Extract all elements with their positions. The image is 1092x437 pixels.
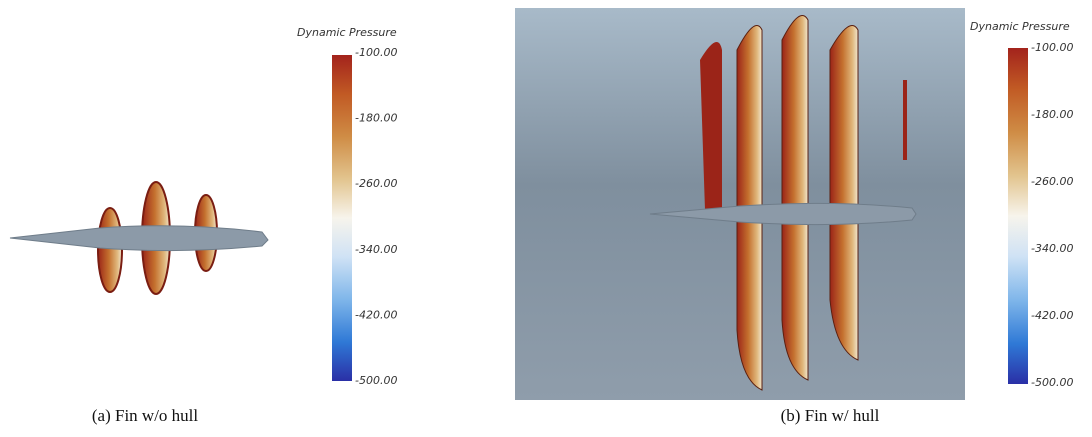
figure: Dynamic Pressure (a) Fin w/o hull Dynami… [0,0,1092,437]
colorbar-tick-label: -500.00 [355,374,397,387]
panel-a-image [10,182,268,294]
colorbar-tick-label: -100.00 [355,46,397,59]
colorbar-title: Dynamic Pressure [970,20,1070,33]
colorbar [332,55,352,381]
colorbar-tick-label: -180.00 [1031,108,1073,121]
caption: (b) Fin w/ hull [781,406,880,425]
colorbar-tick-label: -500.00 [1031,376,1073,389]
colorbar-tick-label: -420.00 [1031,309,1073,322]
colorbar-title: Dynamic Pressure [297,26,397,39]
colorbar-tick-label: -180.00 [355,112,397,125]
colorbar-tick-label: -340.00 [1031,242,1073,255]
colorbar-tick-label: -420.00 [355,308,397,321]
colorbar-tick-label: -260.00 [1031,175,1073,188]
colorbar-tick-label: -260.00 [355,177,397,190]
colorbar-tick-label: -100.00 [1031,41,1073,54]
panel-b-image [515,8,965,400]
caption: (a) Fin w/o hull [92,406,199,425]
colorbar [1008,48,1028,384]
colorbar-tick-label: -340.00 [355,243,397,256]
